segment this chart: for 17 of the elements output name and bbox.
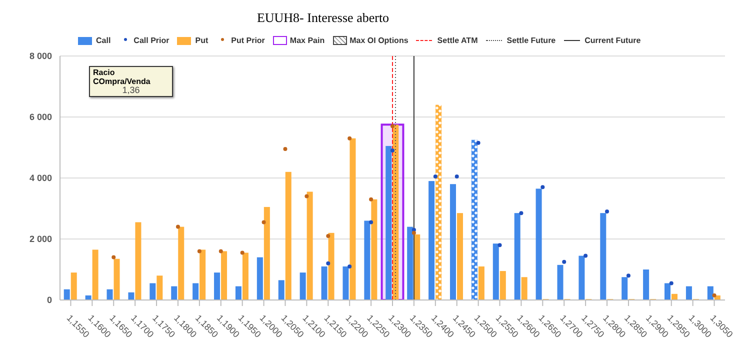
legend-label: Max Pain	[288, 36, 325, 45]
legend-label: Settle Future	[506, 36, 556, 45]
legend-label: Call	[95, 36, 111, 45]
legend-label: Settle ATM	[436, 36, 478, 45]
legend-label: Put	[194, 36, 208, 45]
annotation: Racio COmpra/Venda	[93, 68, 152, 86]
y-tick-label: 0	[46, 295, 52, 306]
legend-label: Current Future	[584, 36, 641, 45]
legend-label: Put Prior	[230, 36, 265, 45]
text: Max OI Options	[348, 36, 408, 45]
y-tick-label: 6 000	[29, 112, 52, 122]
chart-title: EUUH8- Interesse aberto	[256, 10, 390, 26]
legend-label: Call Prior	[132, 36, 170, 45]
y-tick-label: 2 000	[29, 234, 52, 244]
y-tick-label: 8 000	[29, 51, 52, 62]
y-tick-label: 4 000	[29, 173, 52, 184]
annotation: 1,36	[122, 85, 140, 95]
